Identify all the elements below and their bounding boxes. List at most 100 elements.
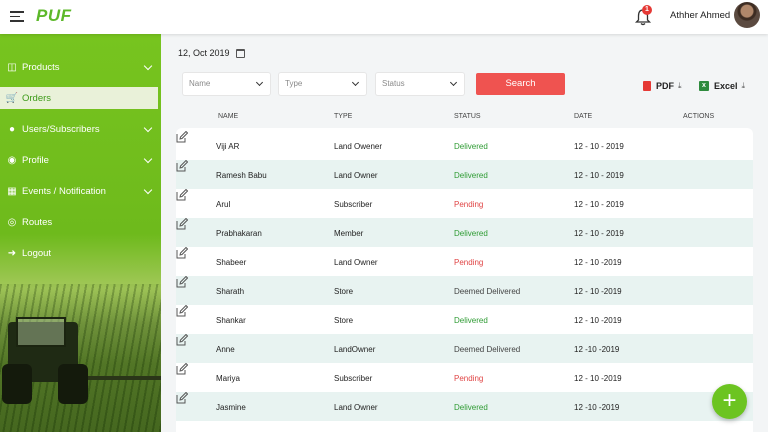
- table-row[interactable]: Anne LandOwner Deemed Delivered 12 -10 -…: [176, 333, 753, 363]
- cell-type: Land Owner: [334, 171, 378, 180]
- sidebar-item-label: Products: [22, 62, 60, 73]
- edit-icon[interactable]: [176, 217, 189, 230]
- tractor-cab: [16, 317, 66, 347]
- cell-status: Delivered: [454, 403, 488, 412]
- sidebar-item-label: Profile: [22, 155, 49, 166]
- table-row[interactable]: Prabhakaran Member Delivered 12 - 10 - 2…: [176, 217, 753, 247]
- cell-date: 12 - 10 - 2019: [574, 142, 624, 151]
- edit-icon[interactable]: [176, 159, 189, 172]
- routes-icon: ◎: [7, 217, 17, 228]
- cell-name: Jasmine: [216, 403, 246, 412]
- edit-icon[interactable]: [176, 391, 189, 404]
- cell-name: Arul: [216, 200, 231, 209]
- type-filter-placeholder: Type: [285, 79, 303, 88]
- sidebar-item-users[interactable]: ● Users/Subscribers: [0, 114, 161, 145]
- column-header-name[interactable]: NAME: [218, 113, 239, 120]
- tractor-wheel: [2, 364, 32, 404]
- sidebar-item-label: Orders: [22, 92, 52, 104]
- edit-icon[interactable]: [176, 304, 189, 317]
- cell-name: Mariya: [216, 374, 241, 383]
- user-name[interactable]: Athher Ahmed: [670, 10, 731, 21]
- table-row[interactable]: Shabeer Land Owner Pending 12 - 10 -2019: [176, 246, 753, 276]
- sidebar-item-orders[interactable]: 🛒 Orders: [0, 87, 158, 109]
- column-header-type[interactable]: TYPE: [334, 113, 353, 120]
- name-filter-placeholder: Name: [189, 79, 211, 88]
- table-row[interactable]: Sharath Store Deemed Delivered 12 - 10 -…: [176, 275, 753, 305]
- hamburger-menu-icon[interactable]: [10, 11, 24, 22]
- chevron-down-icon: [143, 185, 153, 195]
- edit-icon[interactable]: [176, 188, 189, 201]
- sidebar-item-products[interactable]: ◫ Products: [0, 52, 161, 83]
- table-row[interactable]: Ramesh Babu Land Owner Delivered 12 - 10…: [176, 159, 753, 189]
- search-button[interactable]: Search: [476, 73, 565, 95]
- cell-date: 12 -10 -2019: [574, 345, 620, 354]
- date-display: 12, Oct 2019: [178, 48, 245, 58]
- calendar-icon[interactable]: [235, 48, 245, 58]
- chevron-down-icon: [143, 154, 153, 164]
- cell-type: Land Owner: [334, 258, 378, 267]
- export-pdf-button[interactable]: PDF ⤓: [643, 81, 682, 91]
- export-excel-button[interactable]: x Excel ⤓: [699, 81, 745, 91]
- cell-date: 12 - 10 -2019: [574, 316, 622, 325]
- sidebar-item-events[interactable]: ▦ Events / Notification: [0, 176, 161, 207]
- cell-name: Ramesh Babu: [216, 171, 267, 180]
- tractor-image: [85, 376, 161, 380]
- edit-icon[interactable]: [176, 333, 189, 346]
- table-row[interactable]: Jasmine Land Owner Delivered 12 -10 -201…: [176, 391, 753, 421]
- edit-icon[interactable]: [176, 362, 189, 375]
- column-header-status[interactable]: STATUS: [454, 113, 481, 120]
- cell-name: Prabhakaran: [216, 229, 262, 238]
- profile-icon: ◉: [7, 155, 17, 166]
- table-row[interactable]: Shankar Store Delivered 12 - 10 -2019: [176, 304, 753, 334]
- download-icon: ⤓: [741, 81, 746, 90]
- sidebar: ◫ Products 🛒 Orders ● Users/Subscribers …: [0, 34, 161, 432]
- pdf-icon: [643, 81, 651, 91]
- edit-icon[interactable]: [176, 246, 189, 259]
- cell-status: Delivered: [454, 171, 488, 180]
- notification-badge: 1: [642, 5, 652, 15]
- edit-icon[interactable]: [176, 275, 189, 288]
- export-excel-label: Excel: [714, 81, 738, 91]
- cell-date: 12 -10 -2019: [574, 403, 620, 412]
- column-header-actions: ACTIONS: [683, 113, 715, 120]
- sidebar-item-routes[interactable]: ◎ Routes: [0, 207, 161, 238]
- column-header-date[interactable]: DATE: [574, 113, 593, 120]
- status-filter-select[interactable]: Status: [376, 73, 464, 95]
- cell-date: 12 - 10 - 2019: [574, 200, 624, 209]
- users-icon: ●: [8, 124, 16, 135]
- table-header: NAME TYPE STATUS DATE ACTIONS: [178, 113, 753, 125]
- app-logo[interactable]: PUF: [36, 6, 72, 25]
- chevron-down-icon: [255, 78, 264, 87]
- sidebar-item-logout[interactable]: ➜ Logout: [0, 238, 161, 269]
- current-date: 12, Oct 2019: [178, 48, 230, 58]
- cell-type: Member: [334, 229, 364, 238]
- cell-date: 12 - 10 - 2019: [574, 171, 624, 180]
- download-icon: ⤓: [678, 81, 682, 90]
- edit-icon[interactable]: [176, 130, 189, 143]
- chevron-down-icon: [143, 61, 153, 71]
- sidebar-item-profile[interactable]: ◉ Profile: [0, 145, 161, 176]
- sidebar-item-label: Users/Subscribers: [22, 124, 100, 135]
- cell-name: Viji AR: [216, 142, 240, 151]
- cell-type: Land Owener: [334, 142, 383, 151]
- logout-icon: ➜: [7, 248, 17, 259]
- avatar[interactable]: [734, 2, 760, 28]
- type-filter-select[interactable]: Type: [279, 73, 366, 95]
- cell-name: Shankar: [216, 316, 246, 325]
- sidebar-item-label: Logout: [22, 248, 52, 259]
- export-pdf-label: PDF: [656, 81, 674, 91]
- chevron-down-icon: [143, 123, 153, 133]
- sidebar-menu: ◫ Products 🛒 Orders ● Users/Subscribers …: [0, 52, 161, 269]
- cell-date: 12 - 10 -2019: [574, 258, 622, 267]
- sidebar-item-label: Events / Notification: [22, 186, 106, 197]
- table-row[interactable]: Arul Subscriber Pending 12 - 10 - 2019: [176, 188, 753, 218]
- cell-status: Delivered: [454, 142, 488, 151]
- name-filter-select[interactable]: Name: [183, 73, 270, 95]
- table-row[interactable]: Mariya Subscriber Pending 12 - 10 -2019: [176, 362, 753, 392]
- orders-table: Viji AR Land Owener Delivered 12 - 10 - …: [176, 128, 753, 432]
- cell-status: Deemed Delivered: [454, 345, 521, 354]
- table-row[interactable]: Viji AR Land Owener Delivered 12 - 10 - …: [176, 130, 753, 160]
- cell-date: 12 - 10 -2019: [574, 374, 622, 383]
- tractor-wheel: [58, 364, 88, 404]
- add-order-button[interactable]: +: [712, 384, 747, 419]
